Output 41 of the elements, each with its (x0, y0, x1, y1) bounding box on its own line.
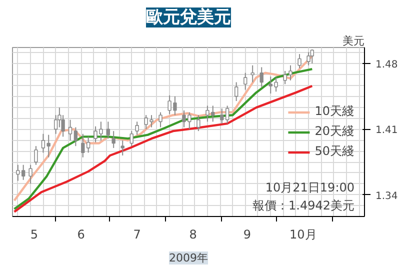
legend-label: 50天綫 (314, 143, 354, 160)
annotation: 報價：1.4942美元 (252, 198, 355, 212)
candlestick (260, 66, 264, 88)
annotation: 10月21日19:00 (265, 180, 355, 194)
candlestick (41, 133, 46, 154)
candlestick (106, 121, 110, 140)
x-tick-label: 7 (133, 228, 141, 242)
x-tick-label: 9 (243, 228, 251, 242)
x-tick-label: 5 (30, 228, 38, 242)
y-axis-title: 美元 (342, 34, 364, 48)
x-tick-label: 10月 (289, 228, 317, 242)
candlestick (220, 108, 224, 124)
y-tick-label: 1.41 (376, 125, 398, 136)
x-tick-label: 8 (189, 228, 197, 242)
candlestick (225, 105, 230, 124)
candlestick (135, 121, 139, 136)
candlestick (130, 130, 134, 147)
candlestick (28, 164, 32, 184)
x-axis-title: 2009年 (169, 252, 208, 264)
candlestick (81, 133, 85, 158)
candlestick (306, 52, 310, 66)
candlestick (34, 146, 38, 166)
candlestick (46, 134, 50, 158)
legend-label: 20天綫 (314, 123, 354, 140)
y-tick-label: 1.48 (376, 59, 398, 70)
candlestick (244, 72, 248, 90)
candlestick (298, 54, 302, 69)
candlestick (120, 140, 124, 156)
candlestick (112, 130, 116, 148)
chart-title: 歐元兌美元 (146, 8, 231, 28)
candlestick (68, 119, 72, 141)
legend-label: 10天綫 (314, 103, 354, 120)
candlestick (196, 114, 200, 132)
candlestick (234, 82, 238, 102)
candlestick (86, 136, 90, 154)
candlestick (158, 112, 162, 128)
candlestick (250, 64, 254, 83)
y-tick-label: 1.34 (376, 190, 398, 202)
candlestick (310, 48, 314, 64)
candlestick (74, 126, 78, 147)
x-tick-label: 6 (77, 228, 85, 242)
